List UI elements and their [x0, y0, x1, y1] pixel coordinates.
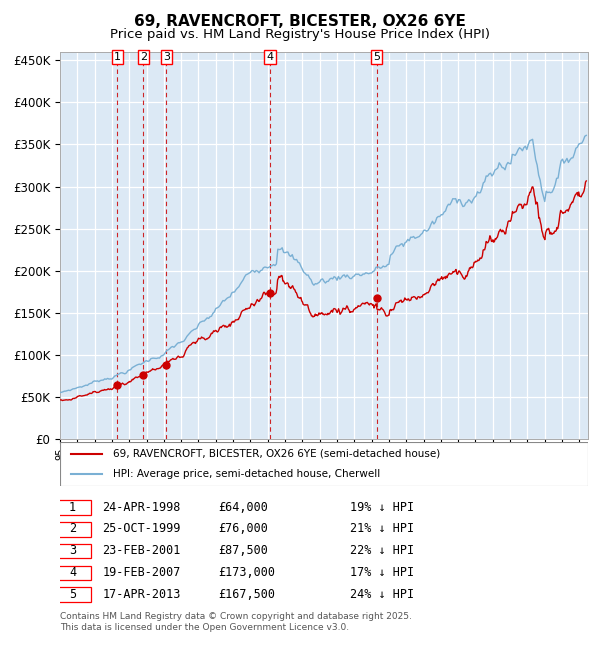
Text: 69, RAVENCROFT, BICESTER, OX26 6YE: 69, RAVENCROFT, BICESTER, OX26 6YE	[134, 14, 466, 29]
Text: 3: 3	[69, 544, 76, 557]
Text: 5: 5	[69, 588, 76, 601]
Text: 19% ↓ HPI: 19% ↓ HPI	[350, 500, 415, 514]
FancyBboxPatch shape	[60, 442, 588, 486]
FancyBboxPatch shape	[55, 522, 91, 537]
Text: 24% ↓ HPI: 24% ↓ HPI	[350, 588, 415, 601]
Text: Price paid vs. HM Land Registry's House Price Index (HPI): Price paid vs. HM Land Registry's House …	[110, 28, 490, 41]
Text: 19-FEB-2007: 19-FEB-2007	[102, 566, 181, 578]
Text: 1: 1	[69, 500, 76, 514]
Text: £167,500: £167,500	[218, 588, 275, 601]
Text: 69, RAVENCROFT, BICESTER, OX26 6YE (semi-detached house): 69, RAVENCROFT, BICESTER, OX26 6YE (semi…	[113, 449, 440, 459]
Text: 2: 2	[140, 52, 147, 62]
Text: 3: 3	[163, 52, 170, 62]
Text: 5: 5	[373, 52, 380, 62]
Text: 17% ↓ HPI: 17% ↓ HPI	[350, 566, 415, 578]
FancyBboxPatch shape	[55, 566, 91, 580]
FancyBboxPatch shape	[55, 500, 91, 515]
Text: 24-APR-1998: 24-APR-1998	[102, 500, 181, 514]
Text: Contains HM Land Registry data © Crown copyright and database right 2025.
This d: Contains HM Land Registry data © Crown c…	[60, 612, 412, 632]
Text: 4: 4	[69, 566, 76, 578]
FancyBboxPatch shape	[55, 544, 91, 558]
Text: 1: 1	[114, 52, 121, 62]
Text: 2: 2	[69, 523, 76, 536]
Text: 17-APR-2013: 17-APR-2013	[102, 588, 181, 601]
Text: HPI: Average price, semi-detached house, Cherwell: HPI: Average price, semi-detached house,…	[113, 469, 380, 479]
Text: £76,000: £76,000	[218, 523, 268, 536]
Text: 23-FEB-2001: 23-FEB-2001	[102, 544, 181, 557]
Text: 21% ↓ HPI: 21% ↓ HPI	[350, 523, 415, 536]
Text: 4: 4	[266, 52, 274, 62]
FancyBboxPatch shape	[55, 588, 91, 602]
Text: £87,500: £87,500	[218, 544, 268, 557]
Text: 22% ↓ HPI: 22% ↓ HPI	[350, 544, 415, 557]
Text: £173,000: £173,000	[218, 566, 275, 578]
Text: 25-OCT-1999: 25-OCT-1999	[102, 523, 181, 536]
Text: £64,000: £64,000	[218, 500, 268, 514]
